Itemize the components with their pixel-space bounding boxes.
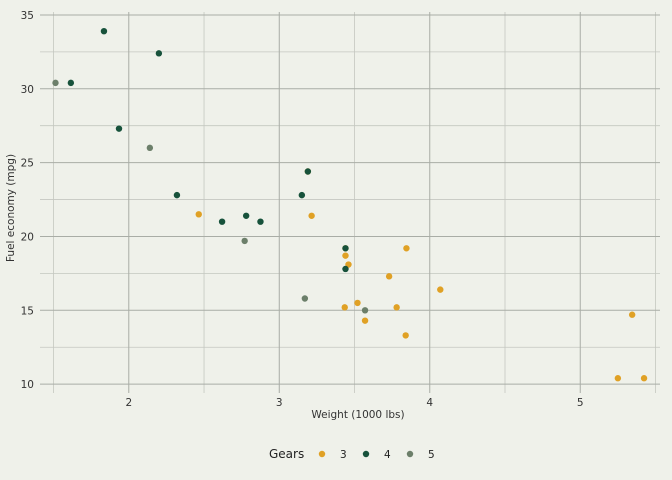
data-point-gear-4	[115, 125, 123, 132]
y-axis-title: Fuel economy (mpg)	[5, 154, 17, 262]
data-point-gear-5	[52, 79, 59, 87]
data-point-gear-3	[354, 299, 361, 307]
y-tick-label: 35	[21, 10, 34, 22]
y-tick-label: 15	[21, 305, 34, 317]
x-tick-label: 4	[426, 397, 433, 409]
data-point-gear-3	[393, 304, 400, 311]
data-point-gear-3	[614, 375, 622, 382]
data-points	[52, 27, 648, 382]
data-point-gear-4	[298, 191, 306, 199]
data-point-gear-4	[218, 218, 226, 225]
data-point-gear-5	[361, 307, 369, 314]
data-point-gear-4	[342, 265, 349, 273]
legend-key-gear-5	[406, 450, 414, 458]
y-tick-label: 10	[21, 379, 34, 391]
legend-key-gear-3	[318, 450, 326, 458]
legend-label: 3	[340, 449, 347, 461]
data-point-gear-3	[342, 252, 349, 259]
data-point-gear-3	[628, 311, 636, 318]
data-point-gear-5	[241, 237, 248, 245]
y-tick-label: 25	[21, 158, 34, 170]
data-point-gear-4	[155, 50, 163, 57]
data-point-gear-3	[437, 286, 444, 293]
data-point-gear-4	[100, 27, 108, 35]
legend-label: 5	[428, 449, 435, 461]
x-tick-label: 5	[577, 397, 584, 409]
x-tick-label: 2	[125, 397, 132, 409]
legend-label: 4	[384, 449, 391, 461]
data-point-gear-3	[341, 304, 348, 311]
data-point-gear-3	[308, 212, 315, 219]
data-point-gear-3	[403, 245, 410, 252]
grid-lines	[40, 12, 660, 393]
data-point-gear-4	[67, 79, 75, 87]
legend: Gears 3 4 5	[269, 447, 435, 461]
data-point-gear-4	[342, 245, 349, 252]
legend-title: Gears	[269, 447, 304, 461]
data-point-gear-3	[361, 317, 369, 324]
legend-key-gear-4	[362, 450, 370, 458]
data-point-gear-4	[257, 218, 264, 225]
data-point-gear-4	[304, 168, 312, 175]
x-axis-ticks: 2 3 4 5	[125, 397, 583, 409]
y-tick-label: 30	[21, 84, 34, 96]
data-point-gear-3	[640, 375, 648, 382]
data-point-gear-5	[146, 144, 154, 152]
data-point-gear-3	[195, 211, 202, 218]
x-axis-title: Weight (1000 lbs)	[311, 409, 404, 421]
data-point-gear-3	[385, 273, 393, 280]
y-axis-ticks: 10 15 20 25 30 35	[21, 10, 34, 391]
y-tick-label: 20	[21, 231, 34, 243]
data-point-gear-4	[173, 191, 181, 199]
x-tick-label: 3	[276, 397, 283, 409]
data-point-gear-5	[301, 295, 309, 302]
data-point-gear-3	[402, 332, 409, 339]
data-point-gear-4	[242, 212, 250, 219]
